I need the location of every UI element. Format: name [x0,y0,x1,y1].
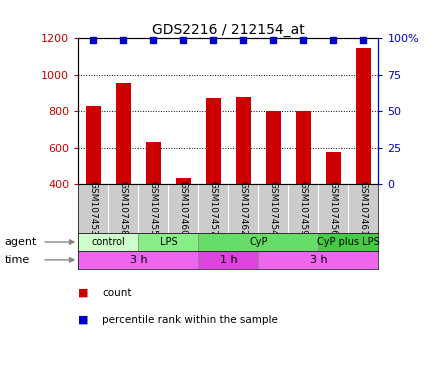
Text: GSM107453: GSM107453 [89,181,98,236]
Text: time: time [4,255,30,265]
Bar [198,233,318,251]
Text: count: count [102,288,132,298]
Text: LPS: LPS [159,237,177,247]
Text: control: control [91,237,125,247]
Text: GSM107458: GSM107458 [118,181,128,236]
Text: ■: ■ [78,315,89,325]
Text: percentile rank within the sample: percentile rank within the sample [102,315,277,325]
Text: ■: ■ [78,288,89,298]
Bar [145,142,161,184]
Text: GSM107457: GSM107457 [208,181,217,236]
Bar [258,251,378,269]
Bar [78,233,138,251]
Text: GSM107462: GSM107462 [238,181,247,236]
Text: CyP plus LPS: CyP plus LPS [316,237,379,247]
Text: 3 h: 3 h [129,255,147,265]
Text: GSM107460: GSM107460 [178,181,187,236]
Text: GSM107456: GSM107456 [328,181,337,236]
Bar [85,106,101,184]
Bar [198,251,258,269]
Bar [78,251,198,269]
Text: GSM107455: GSM107455 [148,181,158,236]
Bar [265,111,280,184]
Text: agent: agent [4,237,36,247]
Text: GSM107461: GSM107461 [358,181,367,236]
Title: GDS2216 / 212154_at: GDS2216 / 212154_at [151,23,304,37]
Bar [175,178,191,184]
Bar [138,233,198,251]
Text: GSM107454: GSM107454 [268,181,277,236]
Text: CyP: CyP [249,237,267,247]
Text: GSM107459: GSM107459 [298,181,307,236]
Bar [295,111,310,184]
Bar [355,48,370,184]
Bar [325,152,340,184]
Text: 3 h: 3 h [309,255,326,265]
Bar [205,98,220,184]
Bar [115,83,131,184]
Bar [318,233,378,251]
Text: 1 h: 1 h [219,255,237,265]
Bar [235,97,250,184]
